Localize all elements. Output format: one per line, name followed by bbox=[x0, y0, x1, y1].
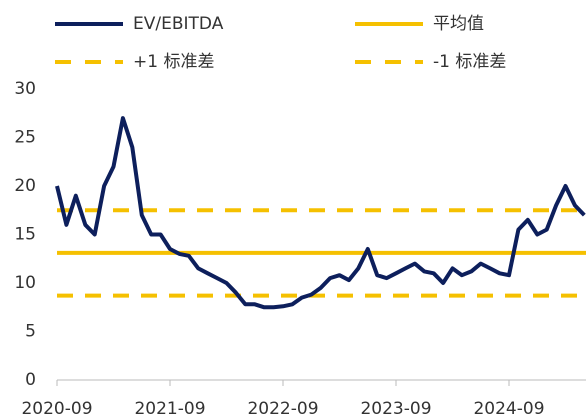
x-tick-label: 2023-09 bbox=[360, 399, 431, 419]
y-tick-label: 30 bbox=[14, 79, 36, 99]
y-tick-label: 0 bbox=[25, 370, 36, 390]
data-line bbox=[55, 116, 586, 310]
y-tick-label: 20 bbox=[14, 176, 36, 196]
y-tick-label: 10 bbox=[14, 273, 36, 293]
y-tick-label: 15 bbox=[14, 225, 36, 245]
y-tick-label: 25 bbox=[14, 128, 36, 148]
legend-label: 平均值 bbox=[433, 14, 484, 34]
x-tick-label: 2022-09 bbox=[247, 399, 318, 419]
legend-label: -1 标准差 bbox=[433, 52, 506, 72]
y-tick-label: 5 bbox=[25, 322, 36, 342]
x-tick-label: 2024-09 bbox=[473, 399, 544, 419]
legend-label: +1 标准差 bbox=[133, 52, 214, 72]
x-tick-label: 2021-09 bbox=[134, 399, 205, 419]
legend-label: EV/EBITDA bbox=[133, 14, 224, 34]
x-tick-label: 2020-09 bbox=[21, 399, 92, 419]
